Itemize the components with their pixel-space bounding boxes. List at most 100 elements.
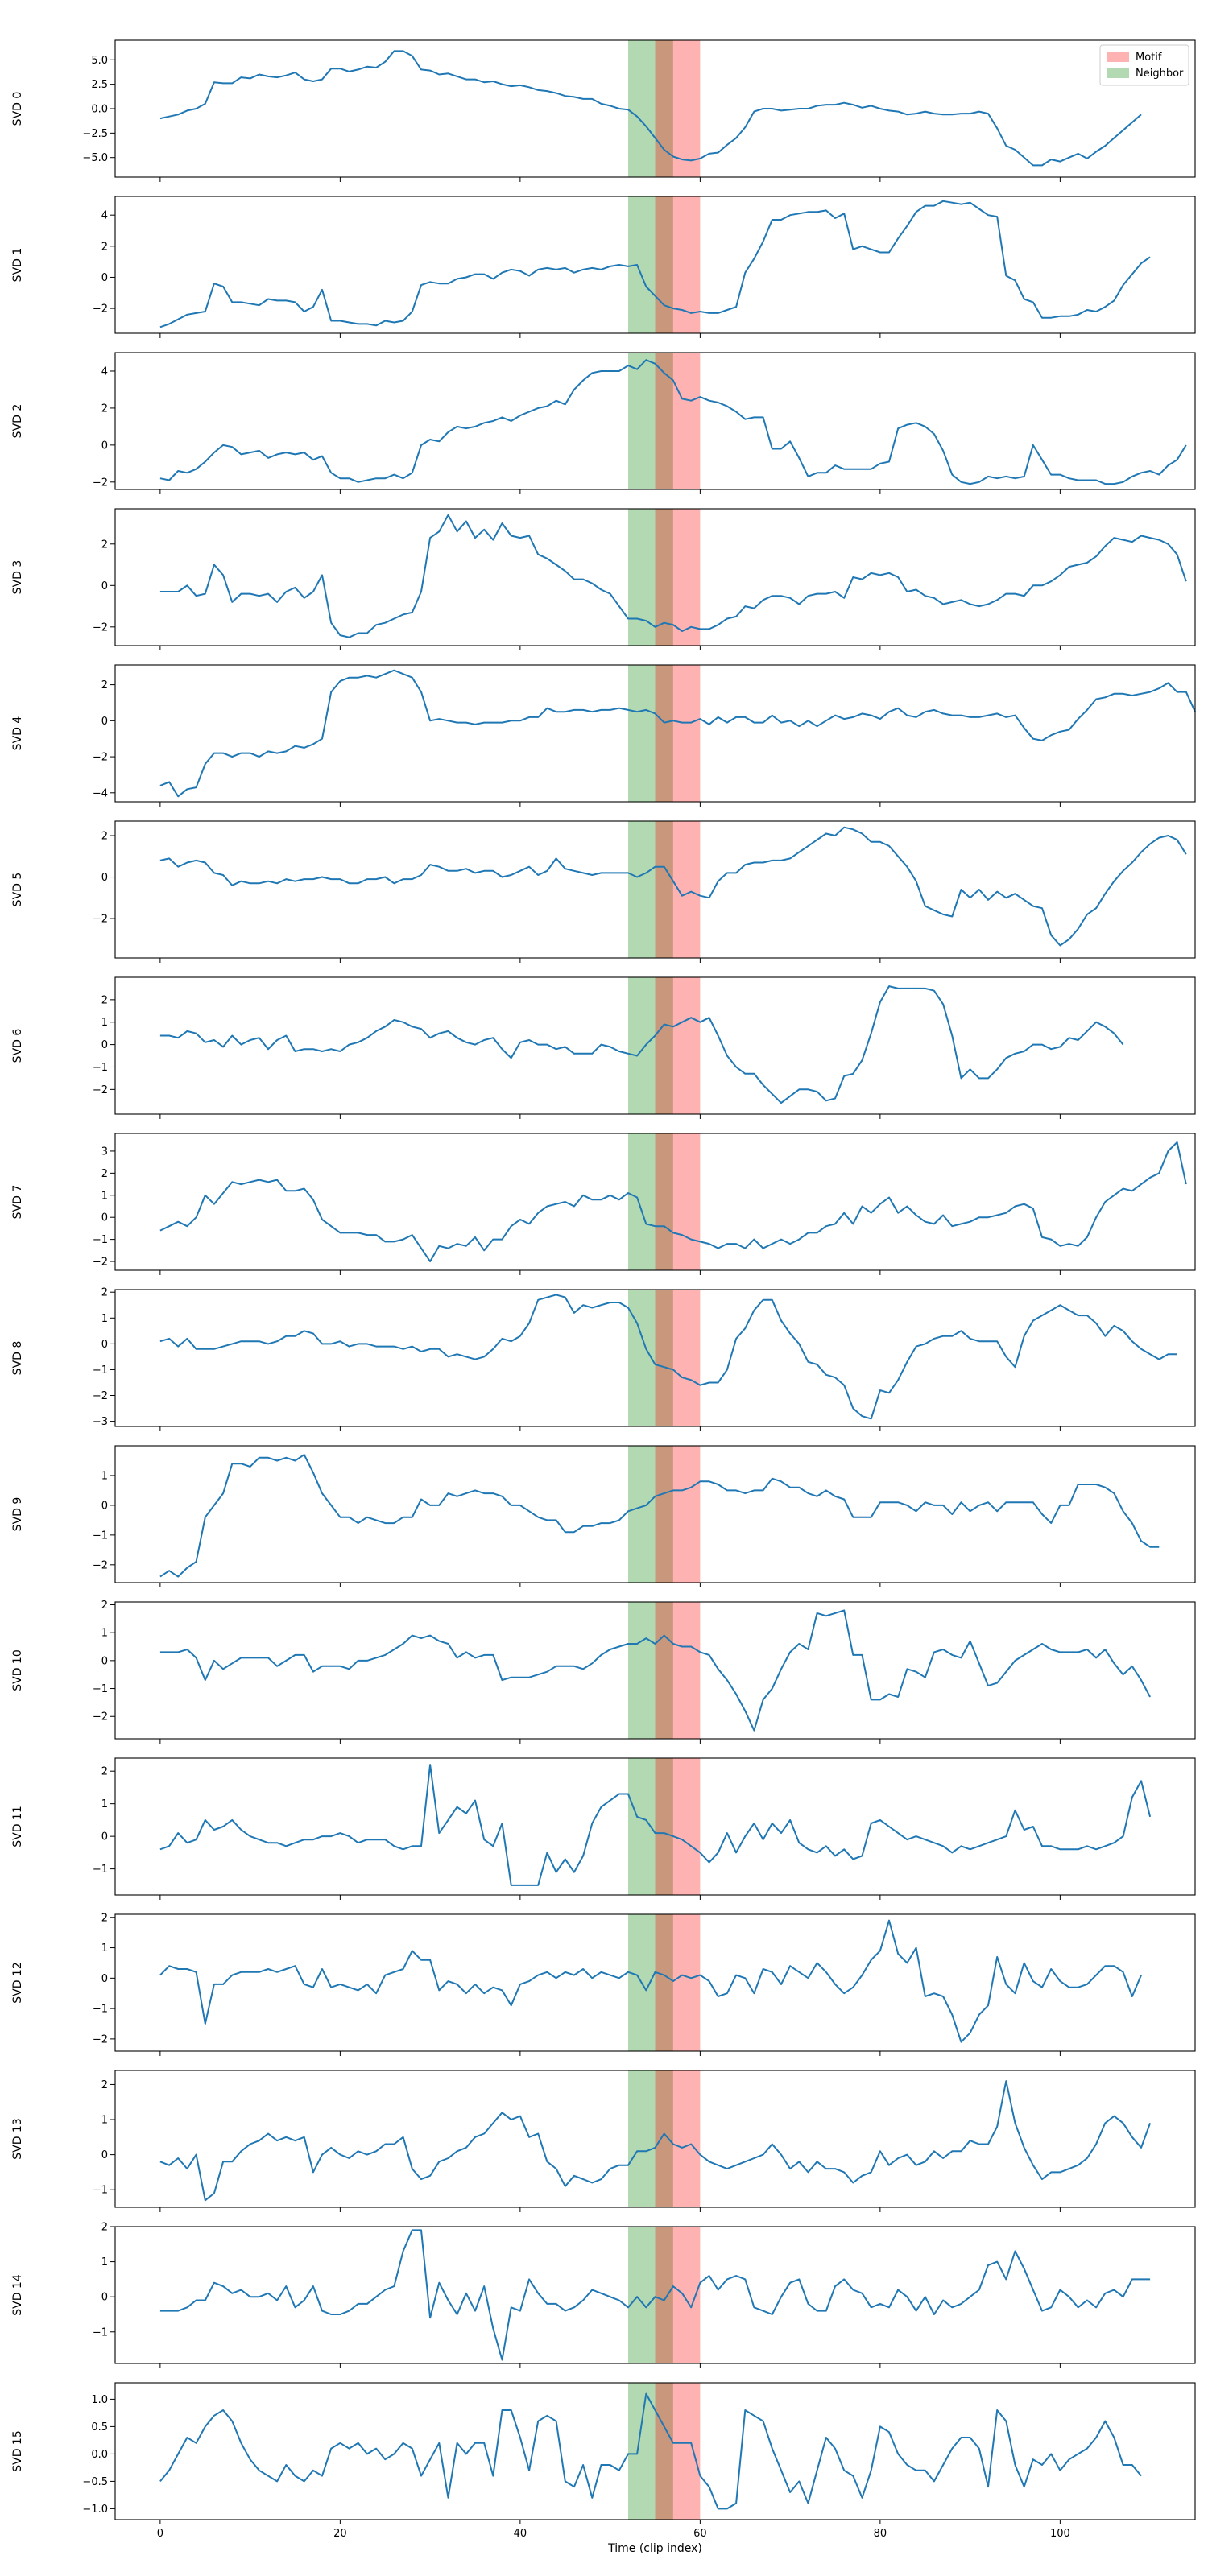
y-axis-label: SVD 5 [11, 873, 24, 907]
y-axis-label: SVD 0 [11, 92, 24, 126]
axes-frame [114, 976, 1196, 1115]
legend-frame [1099, 44, 1189, 86]
y-axis-label: SVD 14 [11, 2274, 24, 2316]
axes-frame [114, 508, 1196, 646]
highlight-motif [655, 1290, 701, 1426]
y-tick-label: 0 [101, 872, 108, 884]
y-tick-label: 2 [101, 241, 108, 253]
y-tick-label: 0 [101, 1655, 108, 1667]
y-tick-label: 1 [101, 2256, 108, 2268]
y-tick-label: 2.5 [91, 79, 108, 91]
axes-frame [114, 1757, 1196, 1896]
x-axis-label: Time (clip index) [607, 2542, 702, 2555]
highlight-neighbor [627, 1133, 673, 1270]
y-tick-label: 2 [101, 1168, 108, 1180]
svd-panel: −2 −1 0 1 2 3 SVD 7 [11, 1133, 1196, 1275]
highlight-motif [655, 1758, 701, 1895]
y-tick-label: −2.5 [82, 128, 108, 140]
svd-series-line [159, 1609, 1151, 1732]
legend: Motif Neighbor [1099, 44, 1189, 86]
svd-series-line [159, 669, 1196, 798]
svd-panel: −4 −2 0 2 SVD 4 [11, 664, 1196, 807]
axes-frame [114, 1445, 1196, 1583]
y-axis-label: SVD 1 [11, 248, 24, 283]
svd-panel: −1 0 1 2 SVD 11 [11, 1757, 1196, 1900]
y-tick-label: 0 [101, 716, 108, 728]
y-axis-label: SVD 11 [11, 1806, 24, 1847]
svd-panel: −1 0 1 2 SVD 13 [11, 2070, 1196, 2212]
y-tick-label: −1.0 [82, 2504, 108, 2516]
y-tick-label: 2 [101, 1600, 108, 1612]
y-tick-label: 2 [101, 679, 108, 691]
axes-frame [114, 1133, 1196, 1271]
axes-frame [114, 2070, 1196, 2208]
svd-panel: −2 −1 0 1 SVD 9 [11, 1445, 1196, 1587]
y-tick-label: −2 [93, 752, 108, 764]
y-tick-label: 1 [101, 1313, 108, 1325]
svd-series-line [159, 2080, 1152, 2202]
y-tick-label: 5.0 [91, 55, 108, 67]
axes-frame [114, 1289, 1196, 1427]
y-tick-label: −2 [93, 2033, 108, 2046]
svd-series-line [159, 359, 1187, 485]
svd-series-line [159, 985, 1124, 1104]
highlight-neighbor [627, 821, 673, 958]
y-tick-label: 1 [101, 1470, 108, 1482]
y-tick-label: 0 [101, 2292, 108, 2304]
y-tick-label: 2 [101, 994, 108, 1006]
y-tick-label: 2 [101, 1766, 108, 1778]
highlight-neighbor [627, 353, 673, 489]
y-tick-label: 1 [101, 1942, 108, 1955]
axes-frame [114, 196, 1196, 334]
y-axis-label: SVD 2 [11, 404, 24, 439]
y-tick-label: 1 [101, 1017, 108, 1029]
svd-series-line [159, 1294, 1177, 1420]
svd-series-line [159, 2392, 1142, 2510]
axes-frame [114, 2382, 1196, 2520]
x-tick-label: 0 [157, 2528, 163, 2540]
y-axis-label: SVD 4 [11, 716, 24, 751]
axes-frame [114, 664, 1196, 803]
svd-panel: −2 0 2 SVD 3 [11, 508, 1196, 650]
y-tick-label: −2 [93, 477, 108, 489]
svd-series-line [159, 50, 1142, 167]
axes-frame [114, 820, 1196, 959]
svd-panel: −2 0 2 4 SVD 1 [11, 196, 1196, 338]
legend-label-motif: Motif [1136, 52, 1162, 64]
svd-panel: −1 0 1 2 SVD 14 [11, 2222, 1196, 2368]
y-tick-label: 1 [101, 1628, 108, 1640]
svd-series-line [159, 514, 1187, 638]
y-tick-label: 2 [101, 2222, 108, 2234]
y-tick-label: 2 [101, 1287, 108, 1299]
highlight-neighbor [627, 1602, 673, 1739]
svd-panel: −2 −1 0 1 2 SVD 6 [11, 976, 1196, 1119]
y-tick-label: −2 [93, 303, 108, 316]
svd-panel: −3 −2 −1 0 1 2 SVD 8 [11, 1287, 1196, 1431]
y-tick-label: −1 [93, 1683, 108, 1695]
y-axis-label: SVD 7 [11, 1185, 24, 1220]
y-tick-label: 1 [101, 1798, 108, 1810]
y-tick-label: −4 [93, 787, 108, 799]
highlight-motif [655, 2227, 701, 2363]
axes-frame [114, 352, 1196, 490]
y-axis-label: SVD 10 [11, 1649, 24, 1691]
y-tick-label: 0.0 [91, 2449, 108, 2461]
x-tick-label: 100 [1050, 2528, 1070, 2540]
y-axis-label: SVD 12 [11, 1962, 24, 2004]
highlight-motif [655, 196, 701, 333]
y-tick-label: 3 [101, 1146, 108, 1158]
x-tick-label: 80 [874, 2528, 887, 2540]
y-tick-label: 0.0 [91, 104, 108, 116]
y-tick-label: −2 [93, 1559, 108, 1571]
y-axis-label: SVD 13 [11, 2118, 24, 2160]
y-tick-label: 0.5 [91, 2421, 108, 2434]
y-tick-label: 0 [101, 440, 108, 452]
highlight-motif [655, 977, 701, 1114]
highlight-neighbor [627, 1446, 673, 1583]
svd-series-line [159, 200, 1151, 328]
x-tick-label: 60 [693, 2528, 707, 2540]
y-tick-label: −1 [93, 2326, 108, 2339]
y-tick-label: 1 [101, 1190, 108, 1202]
y-tick-label: 0 [101, 1831, 108, 1843]
highlight-motif [655, 1446, 701, 1583]
